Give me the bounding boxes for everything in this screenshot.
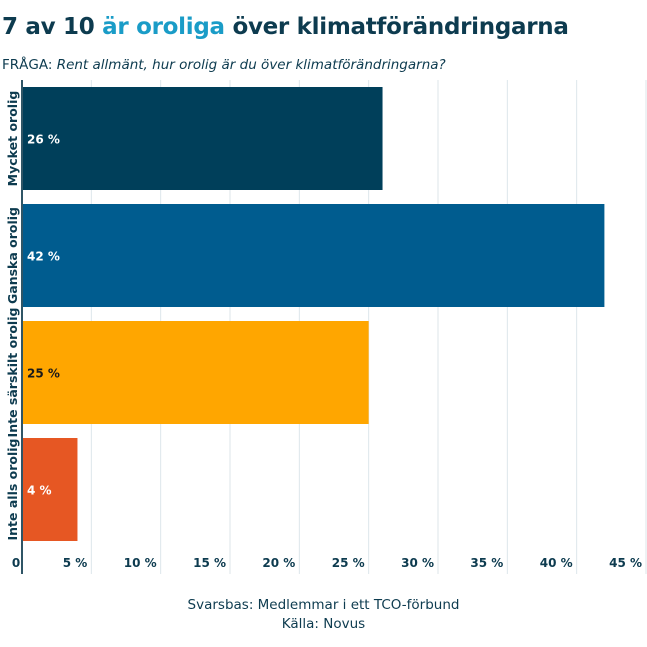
title-prefix: 7 av 10: [2, 14, 103, 40]
title-highlight: är oroliga: [102, 14, 225, 40]
x-tick-label: 30 %: [401, 556, 434, 570]
category-label: Ganska orolig: [5, 207, 20, 304]
question: FRÅGA: Rent allmänt, hur orolig är du öv…: [2, 57, 446, 73]
x-tick-label: 45 %: [609, 556, 642, 570]
title-suffix: över klimatförändringarna: [224, 14, 569, 40]
bar: [22, 204, 605, 307]
x-tick-label: 10 %: [124, 556, 157, 570]
x-tick-label: 5 %: [63, 556, 88, 570]
bar: [22, 321, 369, 424]
x-tick-label: 20 %: [262, 556, 295, 570]
bar: [22, 87, 383, 190]
bar-value-label: 25 %: [27, 367, 60, 381]
x-tick-label: 40 %: [540, 556, 573, 570]
bar-value-label: 26 %: [27, 133, 60, 147]
x-tick-label: 25 %: [332, 556, 365, 570]
bar-value-label: 4 %: [27, 484, 52, 498]
category-label: Inte särskilt orolig: [5, 308, 20, 438]
footer-base: Svarsbas: Medlemmar i ett TCO-förbund: [187, 597, 460, 613]
x-tick-label: 15 %: [193, 556, 226, 570]
bar-value-label: 42 %: [27, 250, 60, 264]
footer-source: Källa: Novus: [281, 616, 366, 632]
bar: [22, 438, 78, 541]
category-label: Mycket orolig: [5, 91, 20, 187]
question-label: FRÅGA:: [2, 57, 53, 73]
chart-title: 7 av 10 är oroliga över klimatförändring…: [2, 14, 569, 40]
category-label: Inte alls orolig: [5, 438, 20, 540]
x-tick-label: 0: [12, 556, 20, 570]
x-tick-label: 35 %: [470, 556, 503, 570]
question-text: Rent allmänt, hur orolig är du över klim…: [56, 57, 446, 73]
